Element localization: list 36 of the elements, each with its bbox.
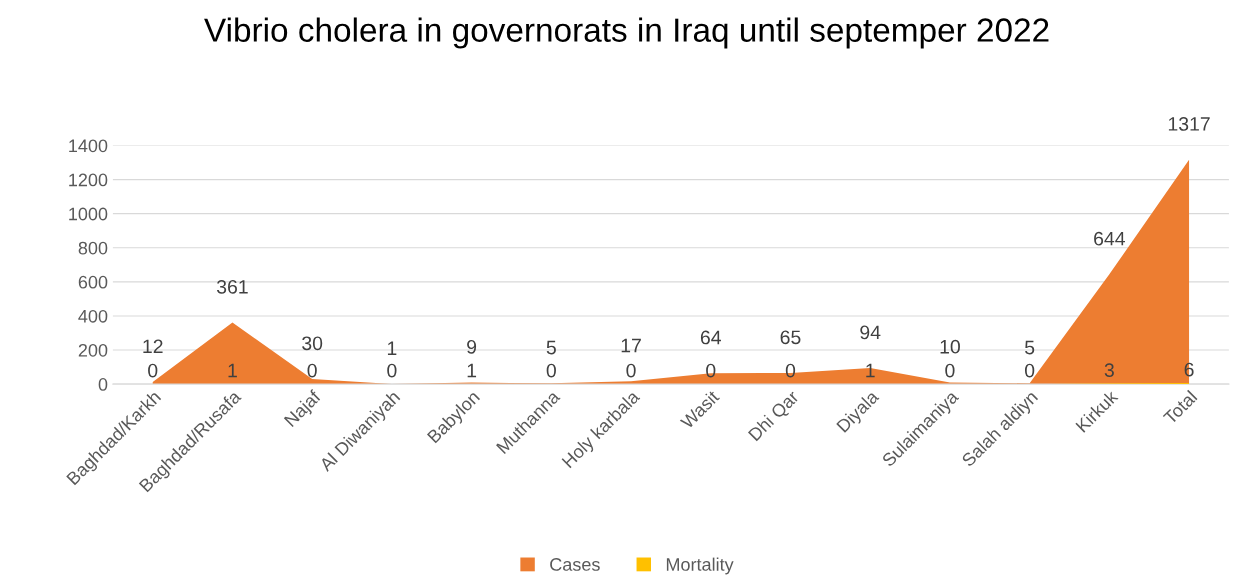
data-label: 0 — [387, 363, 397, 378]
data-label: 361 — [216, 279, 248, 294]
data-label: 0 — [945, 363, 955, 378]
y-tick-label: 200 — [78, 343, 108, 357]
data-label: 1 — [387, 341, 397, 355]
legend-label: Mortality — [666, 557, 734, 575]
chart-title: Vibrio cholera in governorats in Iraq until septemper 2022 — [204, 17, 1049, 49]
data-label: 3 — [1104, 363, 1114, 377]
data-label: 17 — [621, 338, 641, 353]
y-tick-label: 1200 — [69, 173, 108, 187]
data-label: 10 — [940, 339, 960, 354]
y-tick-label: 600 — [78, 275, 108, 289]
data-label: 94 — [860, 325, 881, 340]
data-label: 5 — [1024, 340, 1035, 355]
y-tick-label: 0 — [98, 378, 108, 391]
legend-label: Cases — [550, 558, 600, 571]
y-tick-label: 800 — [78, 241, 108, 255]
data-label: 1 — [228, 363, 237, 378]
data-label: 644 — [1094, 231, 1125, 246]
data-label: 65 — [780, 330, 801, 345]
data-label: 1 — [467, 363, 477, 378]
data-label: 9 — [467, 339, 477, 354]
data-label: 1317 — [1168, 117, 1210, 131]
data-label: 64 — [700, 330, 721, 345]
x-tick-label: Dhi Qar — [747, 389, 802, 444]
data-label: 0 — [148, 363, 158, 378]
data-label: 12 — [143, 339, 163, 354]
data-label: 0 — [1024, 363, 1035, 378]
y-tick-label: 400 — [78, 309, 108, 323]
y-tick-label: 1000 — [69, 207, 108, 221]
data-label: 30 — [302, 336, 323, 351]
data-label: 0 — [546, 363, 556, 378]
y-tick-label: 1400 — [69, 139, 108, 153]
data-label: 0 — [626, 363, 636, 378]
data-label: 5 — [546, 340, 556, 355]
data-label: 0 — [307, 363, 317, 378]
